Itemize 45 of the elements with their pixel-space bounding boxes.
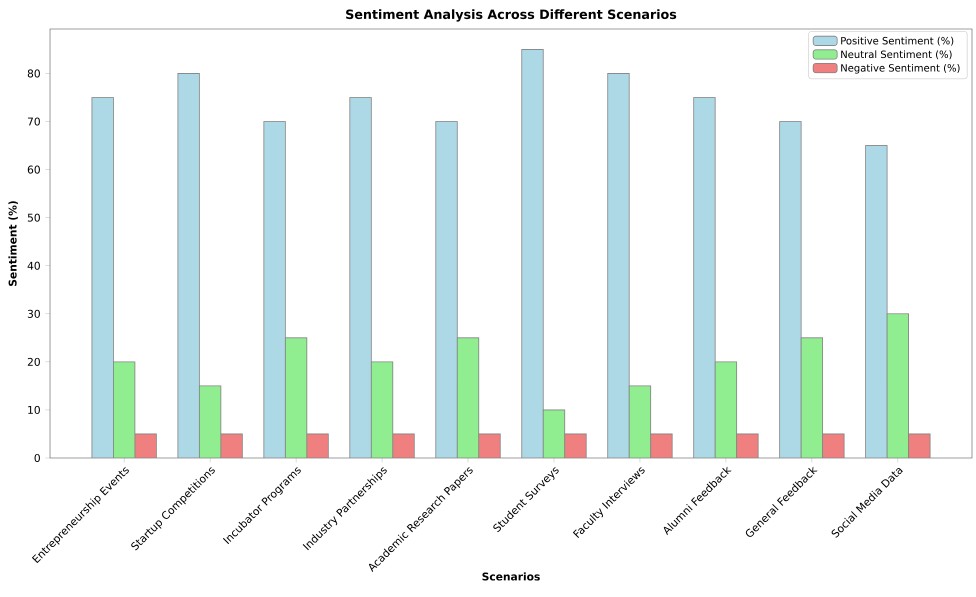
x-axis-title: Scenarios [482,572,540,581]
bar [285,338,307,458]
bar [306,434,328,458]
bar [715,362,737,458]
bar [736,434,758,458]
bar [199,386,221,458]
bar [113,362,135,458]
bar [564,434,586,458]
bar [822,434,844,458]
legend-label: Negative Sentiment (%) [841,64,960,74]
bar [608,73,630,458]
y-tick-label: 40 [28,262,40,270]
bar [134,434,156,458]
bar [92,97,114,458]
y-tick-label: 20 [28,358,40,366]
bar [220,434,242,458]
bar [543,410,565,458]
bar [371,362,393,458]
bar [694,97,716,458]
chart-title: Sentiment Analysis Across Different Scenarios [346,9,676,22]
y-tick-label: 70 [28,117,40,126]
bar [650,434,672,458]
bar [865,145,888,458]
bar [908,434,930,458]
bar [392,434,414,458]
bar [801,338,823,458]
bar [478,434,500,458]
legend-label: Neutral Sentiment (%) [841,50,952,60]
bar [886,313,909,458]
bar [264,122,286,458]
bar [522,49,544,458]
y-tick-label: 30 [28,310,40,318]
bar [436,122,458,458]
bar [457,338,479,458]
bar [350,97,372,458]
bar [629,386,651,458]
bar [178,73,200,458]
y-tick-label: 50 [28,214,40,222]
legend-label: Positive Sentiment (%) [841,36,954,46]
y-tick-label: 60 [28,166,40,174]
y-tick-label: 80 [28,69,40,78]
y-tick-label: 10 [28,406,40,414]
y-tick-label: 0 [34,454,40,462]
y-axis-title: Sentiment (%) [8,201,18,286]
bar [780,122,802,458]
